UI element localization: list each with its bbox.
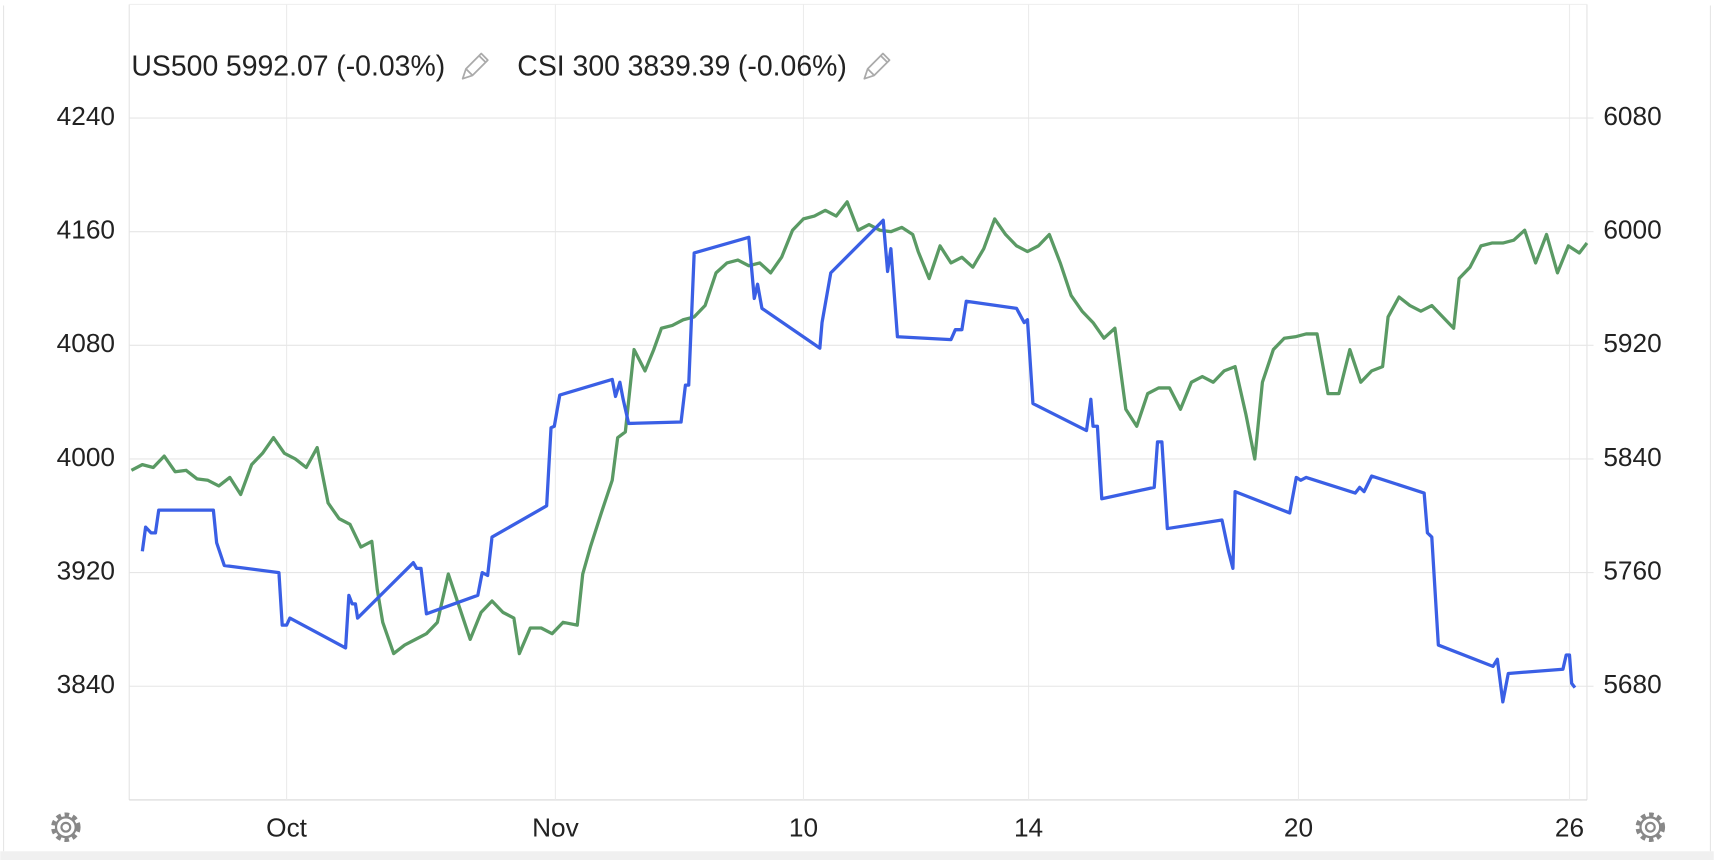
x-tick-label: Oct (266, 812, 308, 842)
gear-teeth (51, 812, 81, 842)
y-tick-label: 4080 (57, 328, 115, 358)
y2-tick-label: 5760 (1603, 556, 1661, 586)
grid (128, 3, 1594, 801)
x-tick-label: 14 (1014, 812, 1043, 842)
y-tick-label: 3840 (57, 669, 115, 699)
edit-icon[interactable] (461, 52, 489, 80)
bottom-strip (0, 851, 1714, 860)
legend-change: (-0.06%) (738, 50, 847, 82)
y2-tick-label: 6000 (1603, 215, 1661, 245)
y-tick-label: 4160 (57, 215, 115, 245)
legend-name: CSI 300 (517, 50, 620, 82)
legend-change: (-0.03%) (336, 50, 445, 82)
legend-name: US500 (131, 50, 218, 82)
gear-teeth (1635, 812, 1666, 842)
y-tick-label: 3920 (57, 556, 115, 586)
pencil (863, 52, 891, 80)
y-tick-label: 4240 (57, 101, 115, 131)
y2-tick-label: 5840 (1603, 442, 1661, 472)
x-tick-label: 20 (1284, 812, 1313, 842)
x-tick-label: 26 (1555, 812, 1584, 842)
y2-tick-label: 5680 (1603, 669, 1661, 699)
gear-hole (60, 821, 72, 833)
plot-lines (130, 200, 1589, 704)
settings-icon[interactable] (1635, 812, 1666, 842)
y-tick-label: 4000 (57, 442, 115, 472)
series-line (140, 218, 1577, 704)
gear-body (1639, 816, 1662, 839)
series-line (130, 200, 1589, 656)
gear-hole (1644, 821, 1656, 833)
x-tick-label: 10 (789, 812, 818, 842)
legend-value: 3839.39 (628, 50, 731, 82)
axis-labels: Oct Nov 10 14 20 26 3840 3920 4000 4080 4160 4240 56… (57, 101, 1662, 842)
x-tick-label: Nov (532, 812, 580, 842)
y2-tick-label: 6080 (1603, 101, 1661, 131)
gear-body (54, 816, 77, 839)
pencil (461, 52, 489, 80)
edit-icon[interactable] (863, 52, 891, 80)
legend-value: 5992.07 (226, 50, 329, 82)
settings-icon[interactable] (51, 812, 81, 842)
legend: US500 5992.07 (-0.03%) CSI 300 3839.39 (-0.06… (131, 50, 891, 82)
y2-tick-label: 5920 (1603, 328, 1661, 358)
